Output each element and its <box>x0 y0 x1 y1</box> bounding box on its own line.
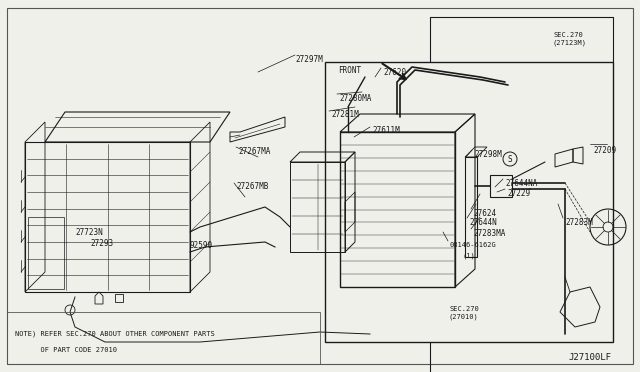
Text: 27611M: 27611M <box>372 125 400 135</box>
Text: SEC.270
(27010): SEC.270 (27010) <box>449 306 479 320</box>
Text: 27281M: 27281M <box>331 109 359 119</box>
Text: 27644N: 27644N <box>469 218 497 227</box>
Text: 08146-6162G: 08146-6162G <box>450 242 497 248</box>
Bar <box>325 62 613 342</box>
Text: 27283M: 27283M <box>565 218 593 227</box>
Text: 27620: 27620 <box>383 67 406 77</box>
Text: 27723N: 27723N <box>75 228 103 237</box>
Text: 27298M: 27298M <box>474 150 502 158</box>
Text: 27283MA: 27283MA <box>473 228 506 237</box>
Text: 27267MA: 27267MA <box>238 147 270 155</box>
Text: 92590: 92590 <box>190 241 213 250</box>
Text: S: S <box>507 154 511 164</box>
Text: 27297M: 27297M <box>295 55 323 64</box>
Text: SEC.270
(27123M): SEC.270 (27123M) <box>553 32 587 46</box>
Text: 27644NA: 27644NA <box>505 179 538 187</box>
Text: 27624: 27624 <box>473 208 496 218</box>
Text: NOTE) REFER SEC.270 ABOUT OTHER COMPONENT PARTS: NOTE) REFER SEC.270 ABOUT OTHER COMPONEN… <box>15 331 215 337</box>
Text: (1): (1) <box>462 253 475 259</box>
Text: OF PART CODE 27010: OF PART CODE 27010 <box>15 347 117 353</box>
Text: 27267MB: 27267MB <box>236 182 268 190</box>
Text: J27100LF: J27100LF <box>568 353 611 362</box>
Text: 27209: 27209 <box>593 145 616 154</box>
Text: FRONT: FRONT <box>338 65 361 74</box>
Text: 27280MA: 27280MA <box>339 93 371 103</box>
Bar <box>7 312 320 364</box>
Text: 27229: 27229 <box>507 189 530 198</box>
Text: 27293: 27293 <box>90 240 113 248</box>
